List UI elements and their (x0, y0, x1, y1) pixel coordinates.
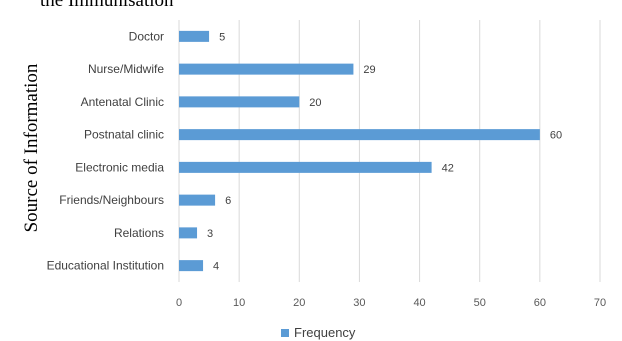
data-label: 42 (442, 162, 454, 174)
legend-swatch (281, 329, 289, 337)
category-label: Nurse/Midwife (88, 62, 164, 76)
bar (179, 161, 432, 173)
x-tick-label: 40 (413, 297, 425, 309)
bar (179, 96, 300, 108)
x-tick-label: 60 (534, 297, 546, 309)
category-label: Postnatal clinic (84, 128, 164, 142)
data-label: 4 (213, 261, 219, 273)
data-label: 20 (309, 97, 321, 109)
gridlines (178, 20, 601, 282)
x-tick-label: 50 (474, 297, 486, 309)
x-tick-labels: 0 10 20 30 40 50 60 70 (176, 297, 606, 309)
x-tick-label: 20 (293, 297, 305, 309)
x-tick-label: 10 (233, 297, 245, 309)
x-tick-label: 70 (594, 297, 606, 309)
category-label: Antenatal Clinic (81, 95, 164, 109)
data-labels: 5 29 20 60 42 6 3 4 (207, 31, 562, 272)
legend: Frequency (281, 325, 356, 340)
data-label: 29 (363, 64, 375, 76)
bar (179, 260, 204, 272)
legend-label: Frequency (294, 325, 356, 340)
x-tick-label: 30 (353, 297, 365, 309)
data-label: 5 (219, 31, 225, 43)
bar (179, 227, 198, 239)
bar (179, 129, 540, 141)
category-label: Friends/Neighbours (59, 193, 164, 207)
category-label: Educational Institution (47, 259, 164, 273)
category-labels: Doctor Nurse/Midwife Antenatal Clinic Postn… (47, 29, 165, 272)
bar (179, 30, 210, 42)
data-label: 3 (207, 228, 213, 240)
category-label: Electronic media (75, 160, 164, 174)
category-label: Relations (114, 226, 164, 240)
x-tick-label: 0 (176, 297, 182, 309)
data-label: 60 (550, 130, 562, 142)
chart-title-fragment: the Immunisation (40, 0, 174, 11)
category-label: Doctor (129, 29, 164, 43)
bar (179, 63, 354, 75)
y-axis-label: Source of Information (21, 63, 42, 232)
bar (179, 194, 216, 206)
bars (179, 30, 540, 272)
data-label: 6 (225, 195, 231, 207)
